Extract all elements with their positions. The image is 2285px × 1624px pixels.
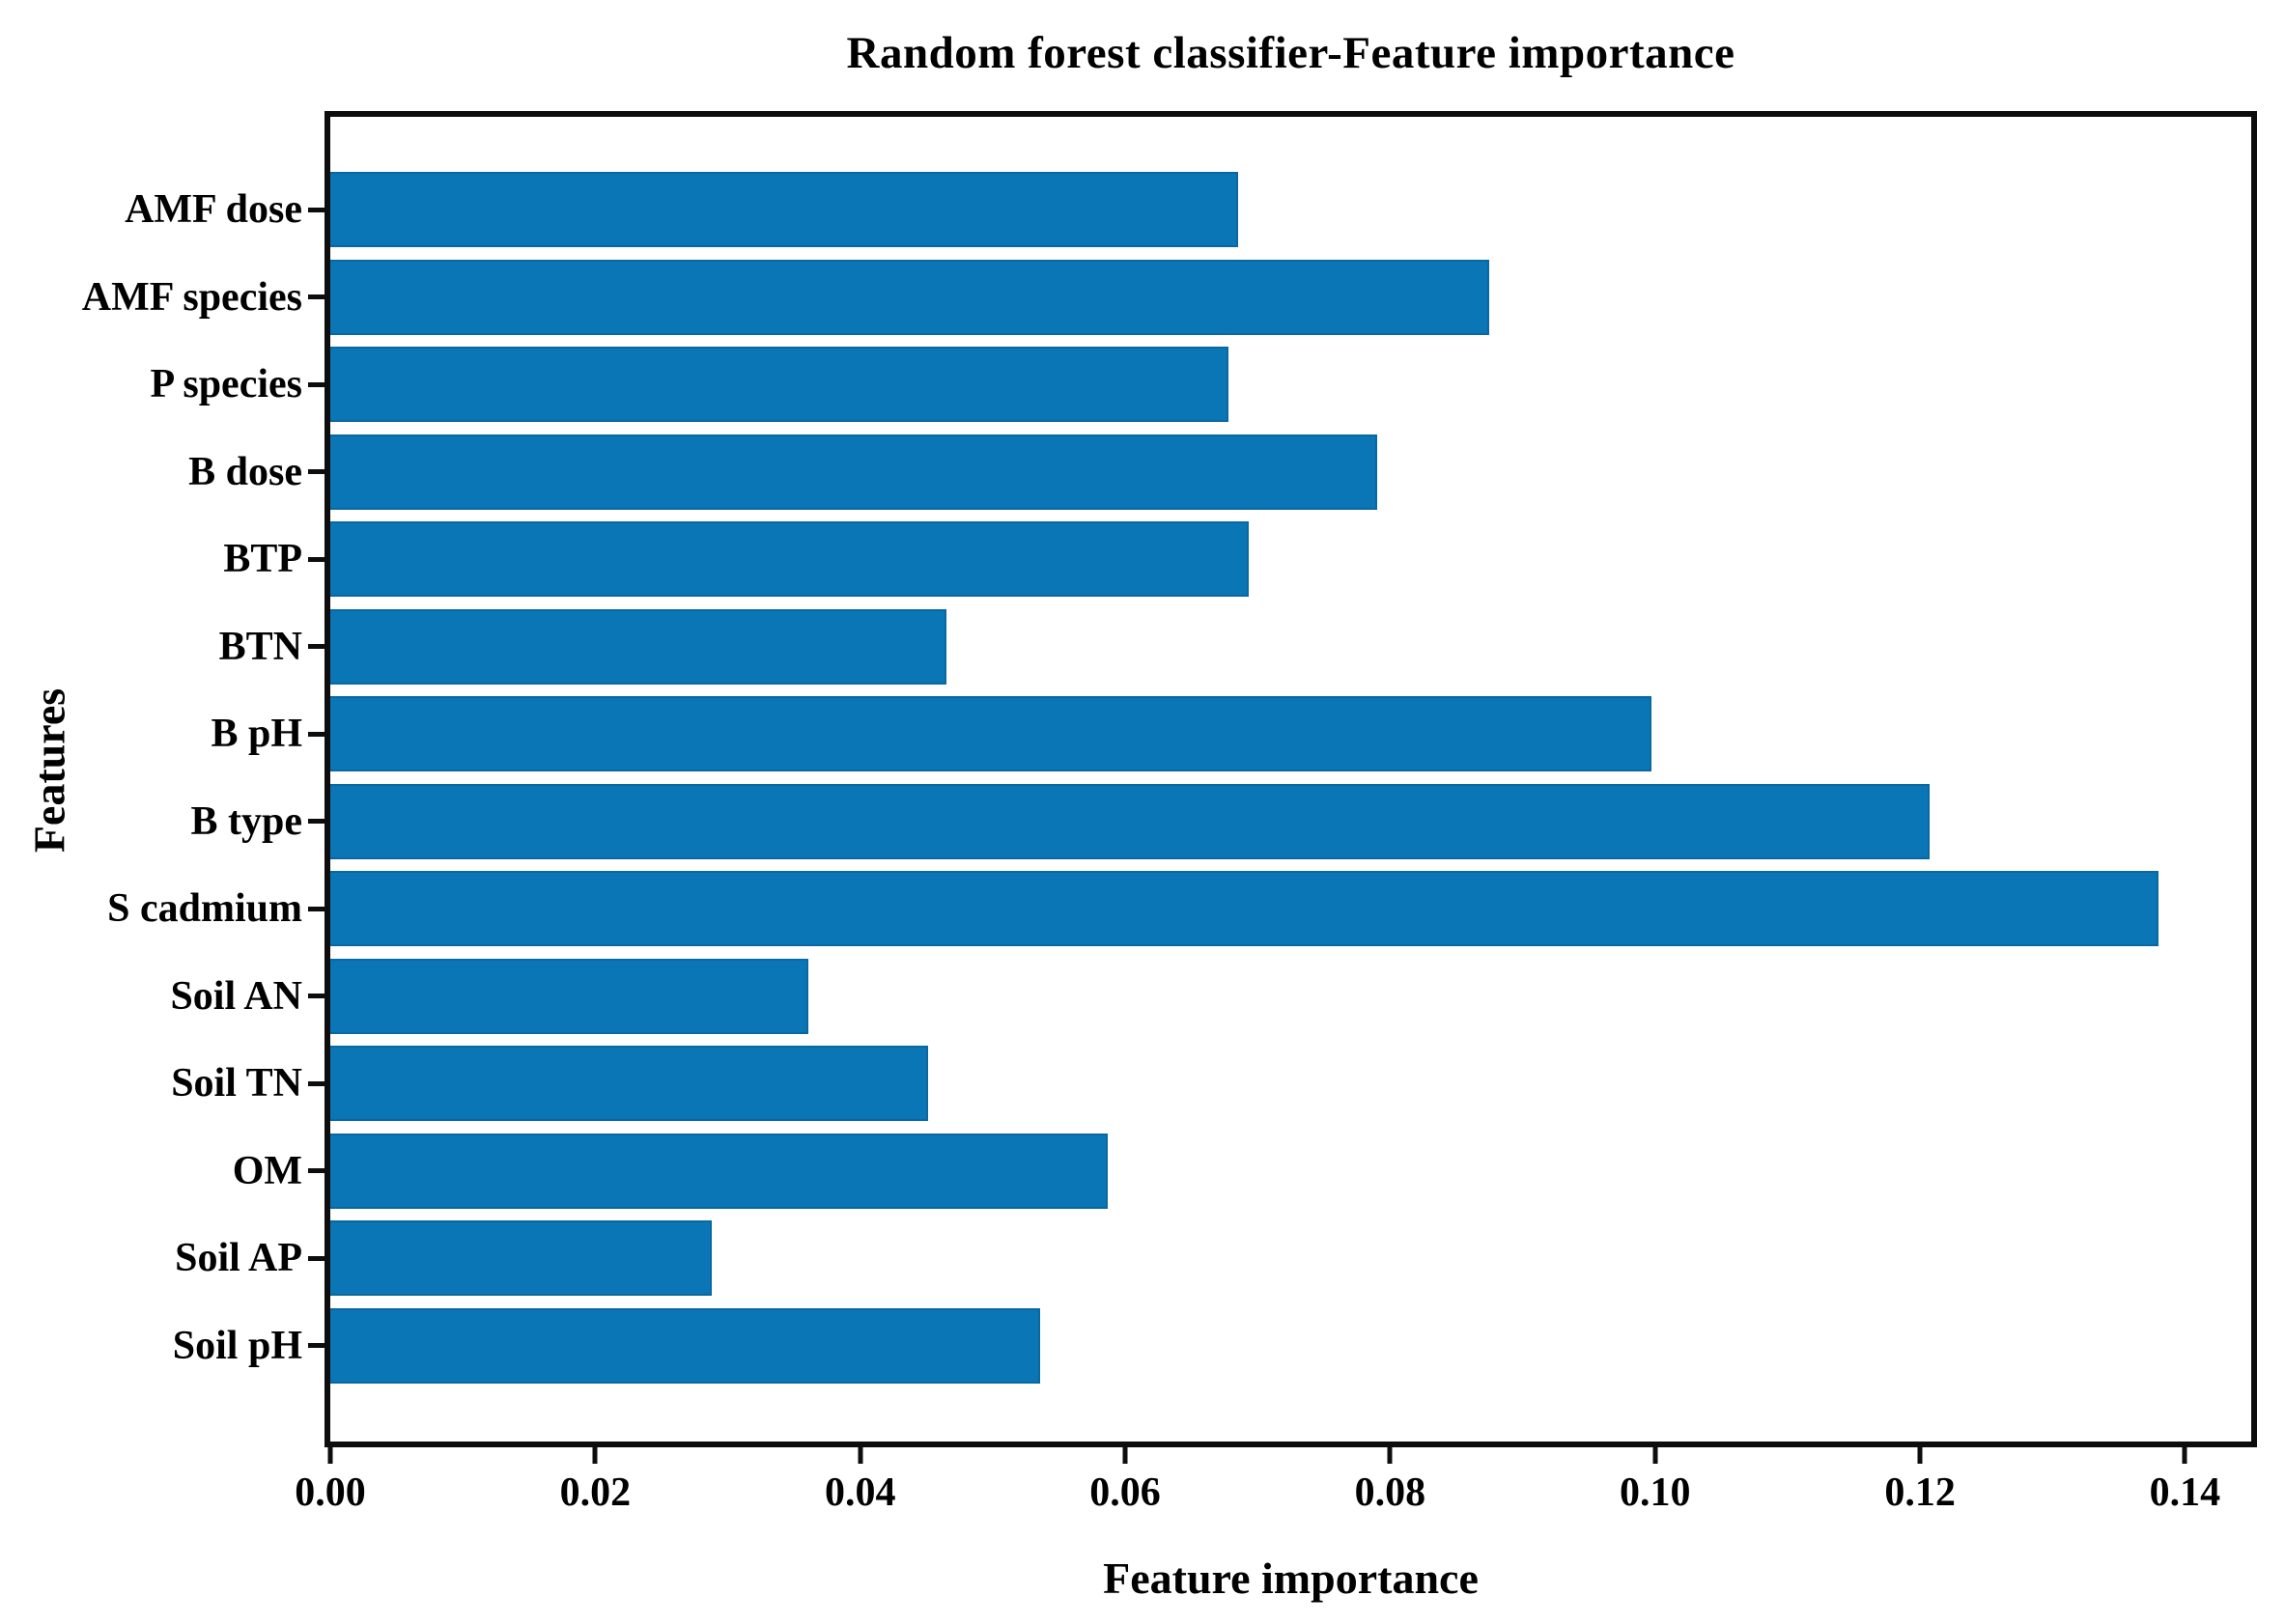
y-tick-mark bbox=[308, 644, 324, 649]
y-axis-title: Features bbox=[24, 687, 74, 854]
x-tick-mark bbox=[1387, 1447, 1393, 1464]
x-tick-label-0.14: 0.14 bbox=[2149, 1470, 2221, 1515]
y-tick-label-soil-ap: Soil AP bbox=[175, 1236, 302, 1280]
bar-b-type bbox=[330, 783, 1930, 859]
bar-s-cadmium bbox=[330, 871, 2158, 946]
bar-soil-ap bbox=[330, 1220, 713, 1296]
x-tick-mark bbox=[858, 1447, 863, 1464]
bar-soil-ph bbox=[330, 1307, 1041, 1384]
bar-soil-tn bbox=[330, 1046, 928, 1121]
y-tick-mark bbox=[308, 731, 324, 737]
y-tick-label-btp: BTP bbox=[223, 537, 302, 581]
x-tick-mark bbox=[592, 1447, 598, 1464]
y-tick-mark bbox=[308, 381, 324, 387]
bar-btn bbox=[330, 608, 946, 685]
bar-b-ph bbox=[330, 696, 1651, 771]
y-tick-label-om: OM bbox=[232, 1148, 302, 1193]
y-tick-label-amf-species: AMF species bbox=[81, 274, 302, 320]
y-tick-mark bbox=[308, 1168, 324, 1173]
x-tick-mark bbox=[1652, 1447, 1658, 1464]
x-tick-mark bbox=[2182, 1447, 2187, 1464]
y-tick-label-btn: BTN bbox=[218, 624, 302, 669]
bar-om bbox=[330, 1133, 1109, 1209]
x-tick-label-0.04: 0.04 bbox=[824, 1470, 896, 1515]
y-tick-label-b-ph: B pH bbox=[211, 712, 302, 756]
y-tick-label-p-species: P species bbox=[150, 362, 302, 406]
bar-amf-species bbox=[330, 259, 1490, 335]
x-tick-mark bbox=[1122, 1447, 1128, 1464]
y-tick-label-s-cadmium: S cadmium bbox=[107, 886, 302, 931]
y-tick-mark bbox=[308, 906, 324, 911]
x-tick-label-0.06: 0.06 bbox=[1089, 1470, 1161, 1515]
x-tick-label-0.02: 0.02 bbox=[559, 1470, 632, 1515]
x-tick-label-0.12: 0.12 bbox=[1884, 1470, 1956, 1515]
y-tick-mark bbox=[308, 556, 324, 562]
x-tick-label-0.00: 0.00 bbox=[295, 1470, 366, 1515]
x-tick-mark bbox=[1917, 1447, 1923, 1464]
chart-title: Random forest classifier-Feature importa… bbox=[846, 28, 1735, 78]
bar-amf-dose bbox=[330, 172, 1238, 247]
y-tick-label-soil-an: Soil AN bbox=[170, 973, 302, 1019]
x-tick-label-0.08: 0.08 bbox=[1354, 1470, 1426, 1515]
y-tick-label-b-type: B type bbox=[190, 798, 303, 844]
plot-area: AMF dose AMF species P species B dose BTP BTN… bbox=[82, 111, 2257, 1513]
y-tick-label-b-dose: B dose bbox=[188, 449, 302, 494]
y-tick-mark bbox=[308, 1080, 324, 1086]
bar-b-dose bbox=[330, 434, 1377, 510]
bar-soil-an bbox=[330, 958, 809, 1034]
y-tick-mark bbox=[308, 994, 324, 998]
y-tick-mark bbox=[308, 1255, 324, 1261]
y-tick-mark bbox=[308, 294, 324, 299]
bar-btp bbox=[330, 521, 1249, 597]
bar-p-species bbox=[330, 347, 1229, 422]
y-tick-mark bbox=[308, 207, 324, 212]
x-tick-mark bbox=[327, 1447, 333, 1464]
y-tick-mark bbox=[308, 819, 324, 824]
y-tick-mark bbox=[308, 1343, 324, 1348]
y-tick-mark bbox=[308, 469, 324, 474]
y-tick-label-soil-tn: Soil TN bbox=[171, 1061, 302, 1106]
x-axis-title: Feature importance bbox=[1103, 1554, 1479, 1603]
x-tick-label-0.10: 0.10 bbox=[1619, 1470, 1691, 1515]
y-tick-label-soil-ph: Soil pH bbox=[172, 1323, 302, 1368]
y-tick-label-amf-dose: AMF dose bbox=[125, 187, 302, 232]
